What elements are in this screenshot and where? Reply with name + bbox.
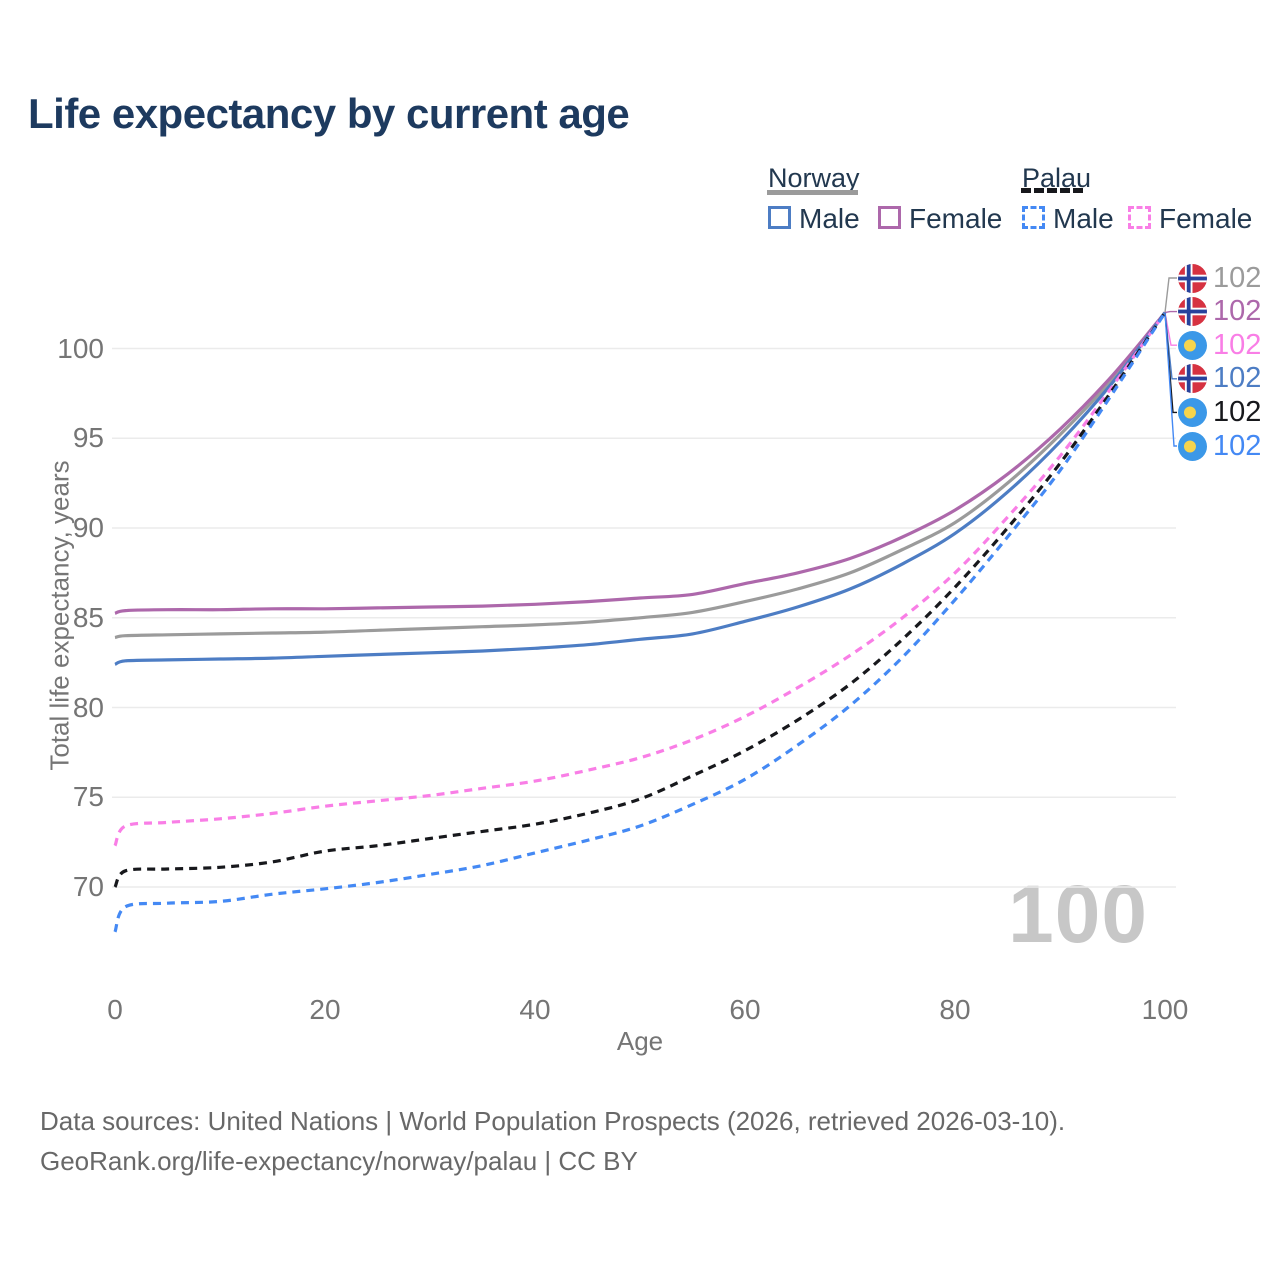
y-tick-label-80: 80	[72, 691, 104, 723]
end-label-leader-lines	[1164, 277, 1177, 447]
norway-flag-icon	[1178, 364, 1207, 394]
x-tick-label-20: 20	[309, 994, 341, 1025]
end-label-value-norway_male: 102	[1213, 362, 1262, 395]
series-end-label-norway_male: 102	[1178, 363, 1261, 395]
leader-line-norway_total	[1164, 277, 1177, 313]
legend-swatch-norway-male[interactable]	[768, 206, 791, 229]
y-tick-label-85: 85	[72, 601, 104, 633]
palau-flag-icon	[1178, 431, 1207, 461]
end-label-value-norway_female: 102	[1213, 295, 1262, 328]
y-axis-title: Total life expectancy, years	[44, 460, 75, 771]
series-end-label-palau_male: 102	[1178, 430, 1261, 462]
series-end-label-palau_female: 102	[1178, 329, 1261, 361]
series-line-norway_total[interactable]	[114, 311, 1167, 640]
page-title: Life expectancy by current age	[28, 90, 630, 137]
legend-swatch-palau-female[interactable]	[1128, 206, 1151, 229]
series-line-norway_male[interactable]	[114, 311, 1167, 666]
legend-country-norway[interactable]: Norway	[768, 163, 860, 193]
x-tick-label-0: 0	[107, 994, 123, 1025]
end-label-value-norway_total: 102	[1213, 261, 1262, 294]
series-line-palau_male[interactable]	[113, 311, 1167, 933]
series-end-label-palau_total: 102	[1178, 396, 1261, 428]
series-end-label-norway_total: 102	[1178, 262, 1261, 294]
x-tick-label-40: 40	[519, 994, 551, 1025]
legend-underline-palau	[1021, 188, 1083, 193]
y-tick-label-75: 75	[72, 781, 104, 813]
end-label-value-palau_male: 102	[1213, 429, 1262, 462]
legend-underline-norway	[767, 190, 858, 195]
end-label-value-palau_total: 102	[1213, 395, 1262, 428]
palau-flag-icon	[1178, 330, 1207, 360]
y-tick-label-70: 70	[72, 871, 104, 902]
norway-flag-icon	[1178, 297, 1207, 327]
x-tick-label-100: 100	[1141, 994, 1189, 1025]
legend-swatch-norway-female[interactable]	[878, 206, 901, 229]
legend-label-norway-female[interactable]: Female	[909, 203, 1003, 234]
legend-swatch-palau-male[interactable]	[1022, 206, 1045, 229]
y-tick-label-90: 90	[72, 512, 104, 543]
legend-label-palau-male[interactable]: Male	[1053, 203, 1114, 234]
footer-data-sources: Data sources: United Nations | World Pop…	[40, 1106, 1066, 1136]
norway-flag-icon	[1178, 263, 1207, 293]
palau-flag-icon	[1178, 397, 1207, 427]
series-line-norway_female[interactable]	[114, 311, 1167, 615]
y-tick-label-100: 100	[57, 332, 104, 364]
legend-label-palau-female[interactable]: Female	[1159, 203, 1253, 234]
leader-line-palau_male	[1164, 312, 1177, 447]
y-tick-label-95: 95	[72, 422, 104, 454]
watermark-age-100: 100	[1008, 869, 1148, 960]
leader-line-norway_female	[1164, 310, 1177, 314]
series-line-palau_female[interactable]	[113, 311, 1167, 847]
end-label-value-palau_female: 102	[1213, 328, 1262, 361]
series-end-label-norway_female: 102	[1178, 296, 1261, 328]
series-line-palau_total[interactable]	[113, 311, 1167, 888]
footer-attribution: GeoRank.org/life-expectancy/norway/palau…	[40, 1146, 638, 1176]
series-lines	[113, 311, 1167, 933]
x-tick-label-80: 80	[939, 994, 971, 1025]
leader-line-palau_female	[1164, 312, 1177, 346]
legend-label-norway-male[interactable]: Male	[799, 203, 860, 234]
x-tick-label-60: 60	[729, 994, 761, 1025]
x-axis-title: Age	[616, 1026, 664, 1056]
